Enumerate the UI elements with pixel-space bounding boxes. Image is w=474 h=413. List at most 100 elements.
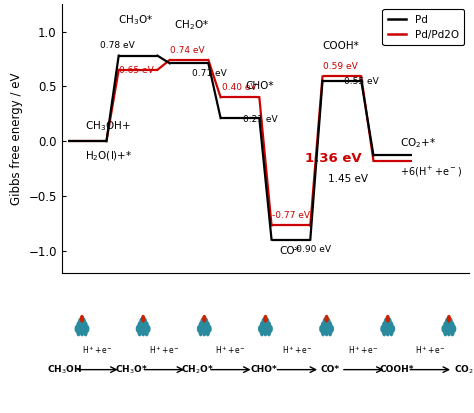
Text: CO$_2$: CO$_2$ (454, 363, 474, 376)
Text: H$^+$+e$^-$: H$^+$+e$^-$ (149, 344, 180, 356)
Circle shape (202, 329, 207, 336)
Circle shape (443, 321, 447, 329)
Circle shape (80, 321, 84, 329)
Text: H$^+$+e$^-$: H$^+$+e$^-$ (415, 344, 446, 356)
Circle shape (447, 321, 451, 329)
Circle shape (78, 318, 82, 325)
Circle shape (450, 321, 455, 329)
Circle shape (382, 329, 386, 336)
Circle shape (260, 321, 264, 329)
Circle shape (202, 315, 207, 323)
Circle shape (326, 325, 330, 333)
Text: 0.65 eV: 0.65 eV (119, 66, 154, 75)
Text: H$^+$+e$^-$: H$^+$+e$^-$ (82, 344, 113, 356)
Circle shape (204, 325, 208, 333)
Circle shape (385, 329, 390, 336)
Circle shape (85, 325, 90, 333)
Text: CO*: CO* (280, 246, 300, 256)
Text: CO*: CO* (321, 365, 340, 374)
Circle shape (385, 315, 390, 323)
Circle shape (201, 318, 205, 325)
Circle shape (206, 321, 210, 329)
Circle shape (447, 315, 451, 323)
Circle shape (321, 321, 325, 329)
Circle shape (387, 318, 392, 325)
Circle shape (80, 329, 84, 336)
Circle shape (206, 329, 210, 336)
Circle shape (76, 321, 81, 329)
Circle shape (384, 318, 388, 325)
Text: -0.77 eV: -0.77 eV (272, 211, 310, 220)
Circle shape (262, 325, 266, 333)
Circle shape (83, 329, 88, 336)
Text: CH$_3$O*: CH$_3$O* (118, 13, 153, 27)
Circle shape (387, 325, 392, 333)
Text: CO$_2$+*: CO$_2$+* (401, 136, 437, 150)
Text: CH$_3$OH: CH$_3$OH (47, 363, 82, 376)
Text: 0.59 eV: 0.59 eV (323, 62, 358, 71)
Circle shape (260, 329, 264, 336)
Text: 1.36 eV: 1.36 eV (305, 152, 362, 165)
Circle shape (443, 329, 447, 336)
Circle shape (83, 321, 88, 329)
Circle shape (268, 325, 273, 333)
Circle shape (385, 321, 390, 329)
Circle shape (146, 325, 151, 333)
Circle shape (199, 321, 203, 329)
Circle shape (324, 329, 329, 336)
Text: CHO*: CHO* (251, 365, 277, 374)
Circle shape (267, 329, 271, 336)
Text: 0.21 eV: 0.21 eV (243, 114, 277, 123)
Circle shape (82, 318, 86, 325)
Circle shape (141, 321, 146, 329)
Circle shape (145, 321, 149, 329)
Circle shape (447, 329, 451, 336)
Circle shape (139, 318, 144, 325)
Circle shape (380, 325, 385, 333)
Circle shape (328, 329, 332, 336)
Text: H$^+$+e$^-$: H$^+$+e$^-$ (348, 344, 379, 356)
Circle shape (445, 318, 449, 325)
Legend: Pd, Pd/Pd2O: Pd, Pd/Pd2O (383, 9, 464, 45)
Text: COOH*: COOH* (322, 41, 359, 51)
Circle shape (141, 329, 146, 336)
Circle shape (448, 325, 453, 333)
Circle shape (441, 325, 446, 333)
Circle shape (143, 325, 147, 333)
Circle shape (445, 325, 449, 333)
Circle shape (323, 325, 327, 333)
Circle shape (267, 321, 271, 329)
Circle shape (143, 318, 147, 325)
Circle shape (141, 315, 146, 323)
Text: +6(H$^+$+e$^-$): +6(H$^+$+e$^-$) (401, 165, 463, 179)
Circle shape (262, 318, 266, 325)
Text: CHO*: CHO* (245, 81, 273, 91)
Text: CH$_2$O*: CH$_2$O* (181, 363, 214, 376)
Text: 0.55 eV: 0.55 eV (345, 77, 379, 86)
Circle shape (137, 321, 142, 329)
Circle shape (384, 325, 388, 333)
Text: H$^+$+e$^-$: H$^+$+e$^-$ (215, 344, 246, 356)
Circle shape (145, 329, 149, 336)
Text: CH$_2$O*: CH$_2$O* (174, 18, 209, 31)
Circle shape (74, 325, 79, 333)
Text: CH$_3$O*: CH$_3$O* (115, 363, 147, 376)
Circle shape (321, 329, 325, 336)
Text: CH$_3$OH+: CH$_3$OH+ (84, 120, 130, 133)
Circle shape (324, 321, 329, 329)
Text: COOH*: COOH* (380, 365, 414, 374)
Text: 0.78 eV: 0.78 eV (100, 41, 135, 50)
Circle shape (328, 321, 332, 329)
Text: H$_2$O(l)+*: H$_2$O(l)+* (84, 150, 132, 164)
Circle shape (137, 329, 142, 336)
Circle shape (450, 329, 455, 336)
Text: 0.74 eV: 0.74 eV (170, 45, 204, 55)
Circle shape (204, 318, 208, 325)
Circle shape (323, 318, 327, 325)
Circle shape (382, 321, 386, 329)
Circle shape (389, 321, 393, 329)
Circle shape (391, 325, 395, 333)
Circle shape (78, 325, 82, 333)
Circle shape (389, 329, 393, 336)
Circle shape (136, 325, 140, 333)
